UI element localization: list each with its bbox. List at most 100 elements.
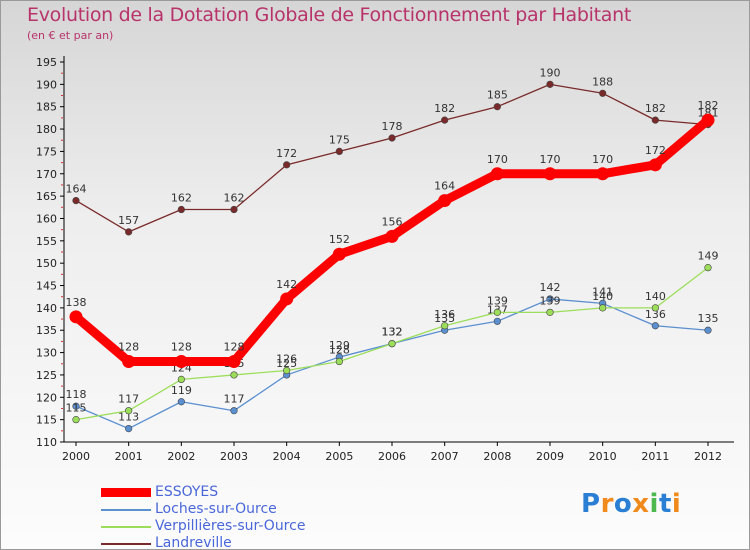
data-label-landreville: 182 <box>434 102 455 115</box>
data-point-verpillieres-sur-ource <box>493 308 501 316</box>
legend-label-verpillieres-sur-ource: Verpillières-sur-Ource <box>155 518 306 534</box>
data-point-landreville <box>441 116 449 124</box>
data-label-verpillieres-sur-ource: 126 <box>276 352 297 365</box>
data-point-landreville <box>230 205 238 214</box>
data-point-landreville <box>125 228 133 236</box>
x-tick-label: 2006 <box>378 450 406 463</box>
data-label-landreville: 157 <box>118 214 139 227</box>
data-label-essoyes: 164 <box>434 180 455 193</box>
legend-swatch-verpillieres-sur-ource <box>101 526 151 528</box>
data-label-essoyes: 156 <box>382 215 403 228</box>
data-point-loches-sur-ource <box>125 424 133 433</box>
legend-label-loches-sur-ource: Loches-sur-Ource <box>155 501 277 517</box>
logo-letter: r <box>600 489 614 519</box>
data-label-verpillieres-sur-ource: 139 <box>487 294 508 307</box>
y-tick-label: 130 <box>36 347 57 360</box>
data-point-essoyes <box>648 158 662 172</box>
data-label-essoyes: 170 <box>540 153 561 166</box>
data-point-loches-sur-ource <box>493 317 501 325</box>
x-tick-label: 2012 <box>694 450 722 463</box>
data-label-loches-sur-ource: 125 <box>276 357 297 370</box>
data-point-essoyes <box>385 229 399 243</box>
data-point-essoyes <box>543 167 557 181</box>
data-point-landreville <box>651 116 659 124</box>
data-label-verpillieres-sur-ource: 128 <box>329 344 350 357</box>
data-label-landreville: 172 <box>276 147 297 160</box>
y-tick-label: 140 <box>36 302 57 315</box>
data-point-loches-sur-ource <box>651 322 659 330</box>
data-label-loches-sur-ource: 113 <box>118 411 139 424</box>
y-tick-label: 135 <box>36 324 57 337</box>
data-point-verpillieres-sur-ource <box>704 264 712 272</box>
data-label-landreville: 162 <box>224 192 245 205</box>
data-point-landreville <box>72 196 80 205</box>
proxiti-logo: Proxiti <box>581 489 681 519</box>
data-label-landreville: 164 <box>66 183 87 196</box>
data-label-verpillieres-sur-ource: 132 <box>382 326 403 339</box>
x-tick-label: 2004 <box>273 450 301 463</box>
y-tick-label: 195 <box>36 56 57 69</box>
data-label-essoyes: 172 <box>645 144 666 157</box>
x-tick-label: 2001 <box>115 450 143 463</box>
y-tick-label: 110 <box>36 436 57 449</box>
data-point-essoyes <box>596 167 610 181</box>
data-label-essoyes: 142 <box>276 278 297 291</box>
legend-label-landreville: Landreville <box>155 535 232 550</box>
data-point-verpillieres-sur-ource <box>599 304 607 312</box>
data-label-essoyes: 182 <box>698 99 719 112</box>
data-point-verpillieres-sur-ource <box>125 407 133 415</box>
data-point-landreville <box>177 205 185 214</box>
data-label-landreville: 182 <box>645 102 666 115</box>
data-label-loches-sur-ource: 135 <box>698 312 719 325</box>
x-tick-label: 2003 <box>220 450 248 463</box>
data-point-verpillieres-sur-ource <box>230 371 238 379</box>
data-point-landreville <box>599 89 607 97</box>
y-tick-label: 160 <box>36 212 57 225</box>
data-point-verpillieres-sur-ource <box>177 375 185 384</box>
logo-letter: o <box>613 489 633 519</box>
y-tick-label: 115 <box>36 414 57 427</box>
x-tick-label: 2000 <box>62 450 90 463</box>
data-point-landreville <box>388 134 396 142</box>
data-point-landreville <box>335 147 343 156</box>
data-point-loches-sur-ource <box>72 402 80 410</box>
data-point-verpillieres-sur-ource <box>283 366 291 375</box>
data-label-essoyes: 138 <box>66 296 87 309</box>
data-label-verpillieres-sur-ource: 117 <box>118 393 139 406</box>
data-label-essoyes: 128 <box>118 341 139 354</box>
data-point-essoyes <box>122 355 136 369</box>
data-point-essoyes <box>701 113 715 127</box>
data-point-verpillieres-sur-ource <box>388 340 396 348</box>
data-label-essoyes: 170 <box>487 153 508 166</box>
data-label-landreville: 162 <box>171 192 192 205</box>
y-tick-label: 180 <box>36 123 57 136</box>
logo-letter: i <box>671 489 682 519</box>
y-tick-label: 155 <box>36 235 57 248</box>
data-label-verpillieres-sur-ource: 115 <box>66 402 87 415</box>
y-tick-label: 120 <box>36 391 57 404</box>
data-point-essoyes <box>174 355 188 369</box>
x-tick-label: 2002 <box>167 450 195 463</box>
data-label-loches-sur-ource: 118 <box>66 388 87 401</box>
data-label-verpillieres-sur-ource: 139 <box>540 294 561 307</box>
data-label-landreville: 185 <box>487 89 508 102</box>
data-label-essoyes: 170 <box>592 153 613 166</box>
data-label-essoyes: 152 <box>329 233 350 246</box>
y-tick-label: 175 <box>36 145 57 158</box>
data-point-verpillieres-sur-ource <box>335 357 343 366</box>
data-label-verpillieres-sur-ource: 149 <box>698 250 719 263</box>
data-label-landreville: 190 <box>540 66 561 79</box>
y-tick-label: 150 <box>36 257 57 270</box>
data-point-landreville <box>283 161 291 169</box>
data-label-essoyes: 128 <box>224 341 245 354</box>
data-point-verpillieres-sur-ource <box>72 416 80 424</box>
x-tick-label: 2011 <box>641 450 669 463</box>
y-tick-label: 190 <box>36 78 57 91</box>
legend-swatch-essoyes <box>101 488 151 497</box>
x-tick-label: 2005 <box>325 450 353 463</box>
data-label-loches-sur-ource: 117 <box>224 393 245 406</box>
data-point-verpillieres-sur-ource <box>441 322 449 330</box>
x-tick-label: 2010 <box>589 450 617 463</box>
